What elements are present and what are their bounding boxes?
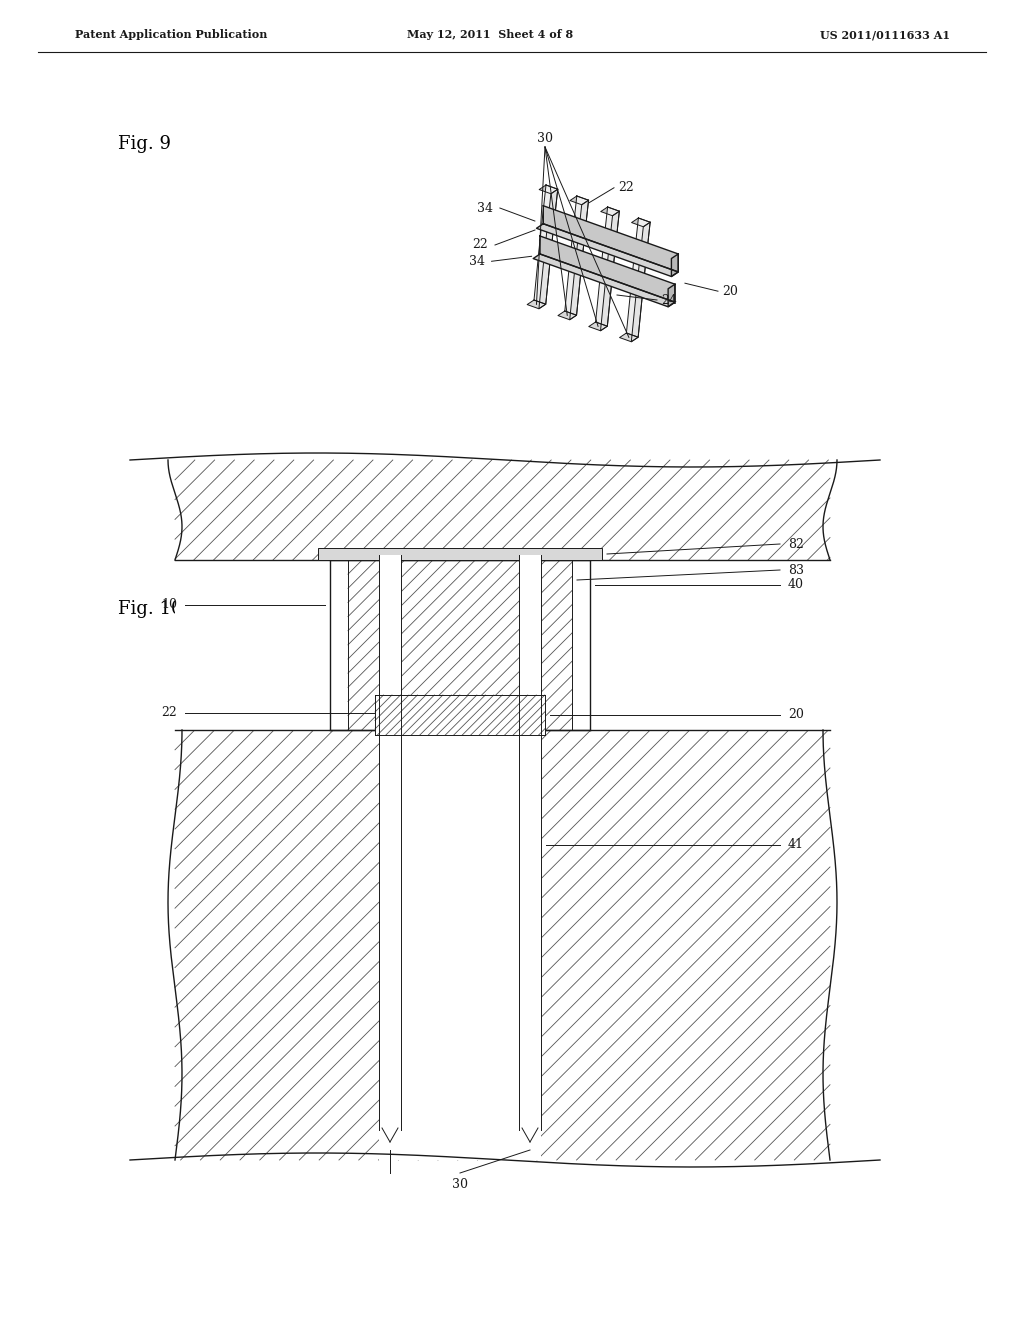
Polygon shape	[537, 224, 678, 276]
Polygon shape	[379, 554, 401, 1130]
Polygon shape	[519, 554, 541, 1130]
Polygon shape	[348, 560, 572, 730]
Text: 83: 83	[788, 564, 804, 577]
Polygon shape	[620, 333, 638, 342]
Polygon shape	[602, 207, 620, 267]
Text: 22: 22	[617, 181, 634, 194]
Text: 30: 30	[537, 132, 553, 145]
Polygon shape	[565, 251, 583, 315]
Polygon shape	[589, 322, 607, 331]
Text: May 12, 2011  Sheet 4 of 8: May 12, 2011 Sheet 4 of 8	[407, 29, 573, 41]
Polygon shape	[600, 267, 613, 331]
Text: 34: 34	[477, 202, 493, 215]
Polygon shape	[375, 696, 545, 735]
Text: US 2011/0111633 A1: US 2011/0111633 A1	[820, 29, 950, 41]
Polygon shape	[540, 185, 558, 244]
Polygon shape	[575, 201, 589, 260]
Text: Patent Application Publication: Patent Application Publication	[75, 29, 267, 41]
Polygon shape	[175, 459, 830, 560]
Polygon shape	[175, 560, 830, 730]
Text: 40: 40	[788, 578, 804, 591]
Text: 41: 41	[788, 838, 804, 851]
Polygon shape	[637, 222, 650, 281]
Polygon shape	[627, 273, 644, 337]
Polygon shape	[633, 218, 650, 277]
Polygon shape	[545, 189, 558, 248]
Text: 82: 82	[788, 537, 804, 550]
Polygon shape	[558, 312, 577, 319]
Polygon shape	[527, 300, 546, 309]
Polygon shape	[318, 548, 602, 560]
Text: 20: 20	[788, 709, 804, 722]
Text: 22: 22	[472, 239, 488, 252]
Text: 22: 22	[161, 706, 177, 719]
Polygon shape	[668, 284, 675, 306]
Text: 34: 34	[469, 255, 484, 268]
Polygon shape	[596, 261, 613, 326]
Text: Fig. 9: Fig. 9	[118, 135, 171, 153]
Text: 20: 20	[722, 285, 738, 298]
Polygon shape	[539, 244, 552, 309]
Polygon shape	[601, 207, 620, 215]
Polygon shape	[330, 560, 590, 730]
Polygon shape	[672, 253, 678, 276]
Polygon shape	[534, 253, 675, 306]
Polygon shape	[544, 206, 678, 272]
Polygon shape	[379, 730, 541, 1160]
Text: 10: 10	[161, 598, 177, 611]
Text: Fig. 10: Fig. 10	[118, 601, 182, 618]
Polygon shape	[632, 218, 650, 227]
Polygon shape	[632, 277, 644, 342]
Text: 30: 30	[452, 1177, 468, 1191]
Polygon shape	[540, 236, 675, 302]
Polygon shape	[570, 195, 589, 205]
Polygon shape	[175, 730, 830, 1160]
Text: 24: 24	[662, 293, 677, 306]
Polygon shape	[534, 240, 552, 304]
Polygon shape	[540, 185, 558, 194]
Polygon shape	[606, 211, 620, 271]
Polygon shape	[570, 195, 589, 255]
Polygon shape	[569, 255, 583, 319]
